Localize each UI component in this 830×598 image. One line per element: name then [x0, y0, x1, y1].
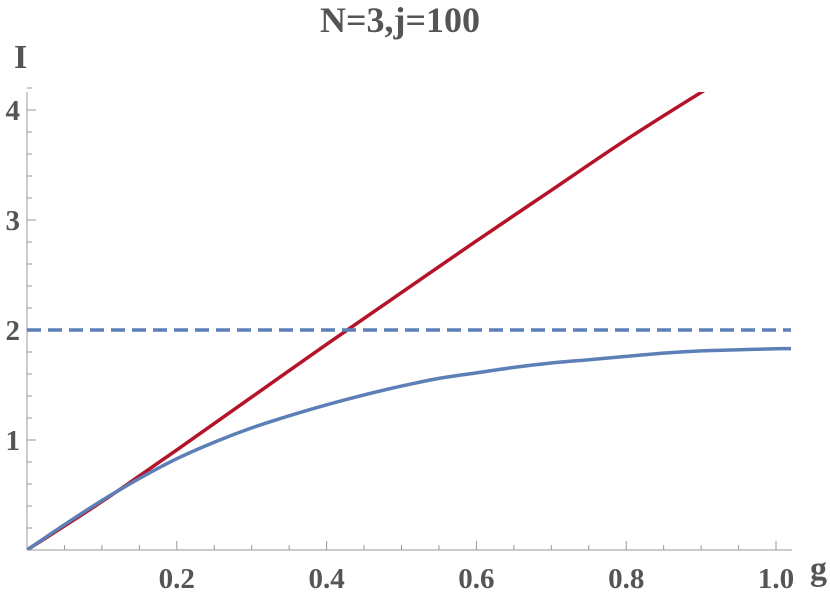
- x-tick-label: 0.8: [608, 563, 644, 595]
- x-axis-label: g: [810, 551, 827, 588]
- y-axis-label: I: [14, 39, 27, 76]
- chart-title: N=3,j=100: [320, 0, 480, 40]
- series-line-0: [27, 92, 706, 550]
- x-tick-label: 0.2: [159, 563, 195, 595]
- y-tick-label: 3: [6, 205, 21, 237]
- x-tick-label: 0.6: [458, 563, 494, 595]
- series-line-1: [27, 346, 791, 550]
- x-tick-label: 0.4: [308, 563, 344, 595]
- series-layer: [27, 92, 791, 550]
- axes: [26, 92, 792, 551]
- y-tick-label: 2: [6, 315, 21, 347]
- y-tick-label: 1: [6, 425, 21, 457]
- ticks: 0.2 0.4 0.6 0.8 1.0 1 2 3 4: [6, 87, 794, 595]
- y-tick-label: 4: [6, 95, 21, 127]
- x-tick-label: 1.0: [758, 563, 794, 595]
